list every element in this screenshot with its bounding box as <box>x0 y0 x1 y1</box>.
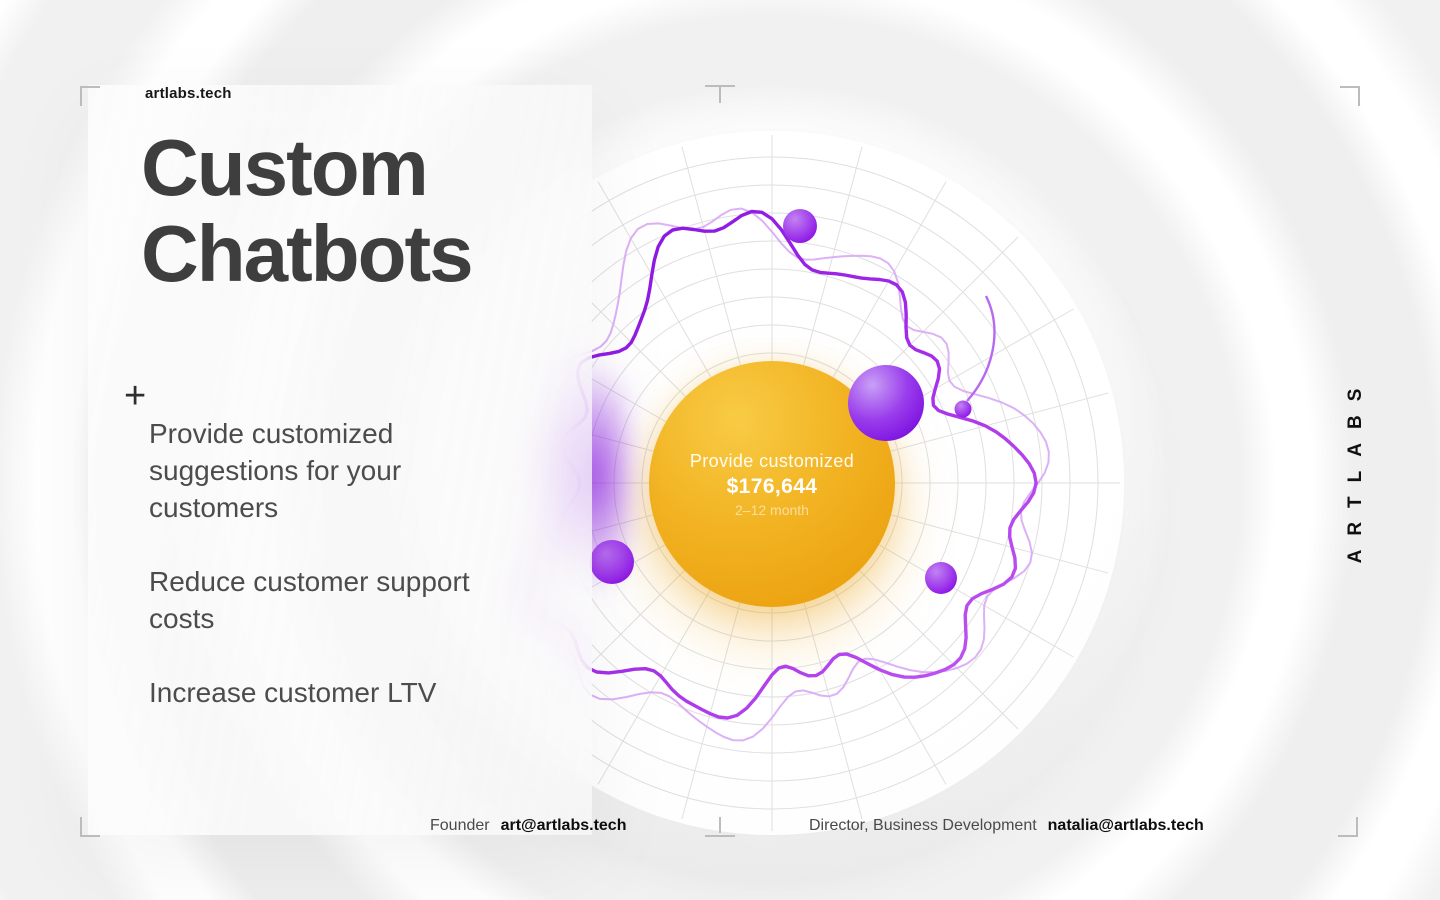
vertical-wordmark: ARTLABS <box>1345 374 1366 564</box>
page-title: Custom Chatbots <box>141 123 474 298</box>
metric-period: 2–12 month <box>735 501 809 518</box>
metric-value: $176,644 <box>726 474 818 498</box>
benefit-item: Increase customer LTV <box>149 677 437 708</box>
crop-mark-bottom-center <box>705 817 735 837</box>
crop-mark-bottom-right <box>1338 817 1358 837</box>
plus-icon: + <box>124 375 147 417</box>
crop-mark-bottom-left <box>80 817 100 837</box>
benefit-item: Reduce customer support costs <box>149 566 470 634</box>
benefit-item: Provide customized suggestions for your … <box>149 418 402 523</box>
crop-mark-top-left <box>80 86 100 106</box>
brand-logo: artlabs.tech <box>145 85 232 102</box>
footer-director-email: natalia@artlabs.tech <box>1047 817 1204 834</box>
footer-director: Director, Business Development natalia@a… <box>809 817 1204 835</box>
crop-mark-top-center <box>705 85 735 105</box>
benefit-list: Provide customized suggestions for your … <box>149 415 499 748</box>
content-panel: artlabs.tech Custom Chatbots + Provide c… <box>88 85 592 835</box>
footer-founder-role: Founder <box>430 817 490 834</box>
page-title-line2: Chatbots <box>141 209 474 298</box>
crop-mark-top-right <box>1340 86 1360 106</box>
metric-label: Provide customized <box>689 450 855 471</box>
footer-founder: Founder art@artlabs.tech <box>430 817 626 835</box>
footer-director-role: Director, Business Development <box>809 817 1037 834</box>
page-title-line1: Custom <box>141 123 429 212</box>
metric-bubble: Provide customized $176,644 2–12 month <box>649 361 895 607</box>
footer-founder-email: art@artlabs.tech <box>500 817 627 834</box>
